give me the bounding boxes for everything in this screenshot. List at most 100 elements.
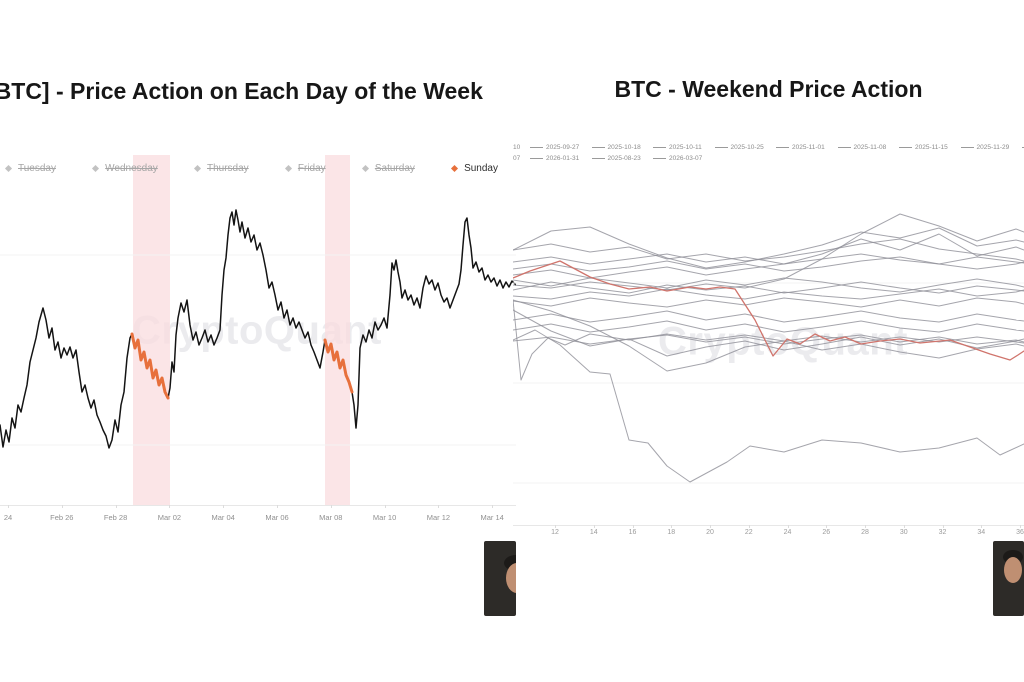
x-tick-mark — [826, 525, 828, 528]
line-marker-icon — [591, 158, 605, 159]
x-tick-mark — [593, 525, 595, 528]
legend-item-10[interactable]: 10 — [513, 144, 530, 151]
diamond-icon — [193, 164, 202, 173]
series-weekend-13 — [513, 309, 1024, 357]
x-tick-mark — [277, 505, 278, 508]
legend-item-unlabeled[interactable] — [1022, 147, 1024, 148]
diamond-icon — [361, 164, 369, 173]
legend-item-2025-10-11[interactable]: 2025-10-11 — [653, 144, 715, 151]
right-chart-title: BTC - Weekend Price Action — [614, 76, 923, 102]
x-tick-label: 24 — [3, 513, 13, 522]
x-tick-mark — [169, 505, 171, 508]
legend-date-label: 2025-11-15 — [915, 144, 948, 151]
line-marker-icon — [714, 147, 728, 148]
line-marker-icon — [653, 147, 666, 148]
x-tick-label: Feb 28 — [103, 513, 128, 522]
legend-item-2025-10-18[interactable]: 2025-10-18 — [591, 144, 654, 151]
x-tick-label: 32 — [938, 529, 947, 536]
legend-item-saturday[interactable]: Saturday — [361, 163, 415, 174]
legend-item-wednesday[interactable]: Wednesday — [92, 163, 158, 174]
legend-label: Friday — [297, 163, 326, 174]
x-tick-label: 14 — [589, 529, 598, 536]
x-tick-label: Feb 26 — [50, 513, 74, 522]
x-tick-mark — [981, 525, 983, 528]
line-marker-icon — [1022, 147, 1024, 148]
left-title-clip: [BTC] - Price Action on Each Day of the … — [0, 78, 516, 114]
left-chart-title: [BTC] - Price Action on Each Day of the … — [0, 78, 483, 104]
legend-label: Saturday — [374, 163, 415, 174]
x-tick-label: 16 — [628, 529, 637, 536]
legend-item-2025-11-08[interactable]: 2025-11-08 — [837, 144, 900, 151]
legend-row-1: 10 2025-09-27 2025-10-18 2025-10-11 2025-10-… — [513, 142, 1024, 153]
x-tick-mark — [384, 505, 386, 508]
legend-date-label: 2025-11-08 — [853, 144, 887, 151]
legend-label: Tuesday — [18, 163, 56, 174]
series-weekend-17 — [513, 334, 1024, 345]
right-x-axis-line — [513, 525, 1024, 526]
sunday-band-2 — [325, 155, 350, 506]
x-tick-label: 22 — [744, 529, 753, 536]
legend-item-friday[interactable]: Friday — [284, 163, 326, 174]
x-tick-mark — [555, 525, 556, 528]
x-tick-label: 36 — [1016, 529, 1024, 536]
series-weekend-2 — [513, 256, 1024, 272]
legend-item-07[interactable]: 07 — [513, 155, 530, 162]
series-sunday-segment-1 — [130, 332, 170, 400]
legend-date-label: 2025-10-18 — [607, 144, 641, 151]
x-tick-label: 18 — [667, 529, 676, 536]
series-weekend-10 — [513, 233, 1024, 279]
legend-item-2025-08-23[interactable]: 2025-08-23 — [591, 155, 654, 162]
series-weekend-1 — [513, 238, 1024, 262]
legend-row-2: 07 2026-01-31 2025-08-23 2026-03-07 — [513, 153, 1024, 164]
presenter-face — [506, 563, 516, 593]
legend-item-2025-11-01[interactable]: 2025-11-01 — [776, 144, 838, 151]
x-tick-label: 12 — [551, 529, 559, 536]
x-tick-label: 20 — [706, 529, 714, 536]
x-tick-mark — [632, 525, 634, 528]
x-tick-label: Mar 10 — [372, 513, 397, 522]
legend-item-2025-11-29[interactable]: 2025-11-29 — [960, 144, 1023, 151]
series-weekend-8 — [513, 226, 1024, 269]
presenter-photo-left — [484, 541, 516, 616]
legend-item-thursday[interactable]: Thursday — [193, 163, 249, 174]
diamond-icon — [4, 164, 13, 173]
day-of-week-legend: Tuesday Wednesday Thursday Friday Saturday Su… — [4, 163, 498, 174]
x-tick-mark — [903, 525, 905, 528]
x-tick-label: Mar 02 — [157, 513, 182, 522]
legend-item-2025-10-25[interactable]: 2025-10-25 — [714, 144, 777, 151]
legend-date-label: 2025-09-27 — [546, 144, 580, 151]
x-tick-mark — [8, 505, 9, 508]
x-tick-mark — [865, 525, 866, 528]
legend-item-2025-11-15[interactable]: 2025-11-15 — [899, 144, 961, 151]
x-tick-label: Mar 12 — [426, 513, 451, 522]
series-weekend-4 — [513, 281, 1024, 294]
legend-date-label: 2025-08-23 — [607, 155, 641, 162]
sunday-band-1 — [133, 155, 170, 506]
line-marker-icon — [899, 147, 912, 148]
series-weekend-15-deep — [513, 329, 1024, 483]
line-marker-icon — [653, 158, 666, 159]
x-tick-mark — [710, 525, 711, 528]
legend-item-2026-01-31[interactable]: 2026-01-31 — [530, 155, 592, 162]
x-tick-mark — [1020, 525, 1021, 528]
legend-date-label: 10 — [513, 144, 521, 151]
series-weekend-6 — [513, 297, 1024, 308]
price-action-chart — [0, 209, 516, 449]
legend-label: Wednesday — [105, 163, 158, 174]
line-marker-icon — [530, 147, 543, 148]
x-tick-mark — [787, 525, 789, 528]
x-tick-mark — [671, 525, 673, 528]
line-marker-icon — [530, 158, 543, 159]
x-tick-mark — [61, 505, 63, 508]
legend-label: Thursday — [207, 163, 249, 174]
legend-date-label: 2025-10-11 — [669, 144, 702, 151]
x-tick-label: 24 — [783, 529, 792, 536]
legend-item-sunday[interactable]: Sunday — [451, 163, 498, 174]
legend-date-label: 07 — [513, 155, 521, 162]
legend-item-2025-09-27[interactable]: 2025-09-27 — [530, 144, 592, 151]
x-tick-label: Mar 04 — [211, 513, 235, 522]
x-tick-label: Mar 14 — [480, 513, 504, 522]
legend-item-2026-03-07[interactable]: 2026-03-07 — [653, 155, 715, 162]
legend-item-tuesday[interactable]: Tuesday — [4, 163, 56, 174]
x-tick-label: 30 — [899, 529, 908, 536]
